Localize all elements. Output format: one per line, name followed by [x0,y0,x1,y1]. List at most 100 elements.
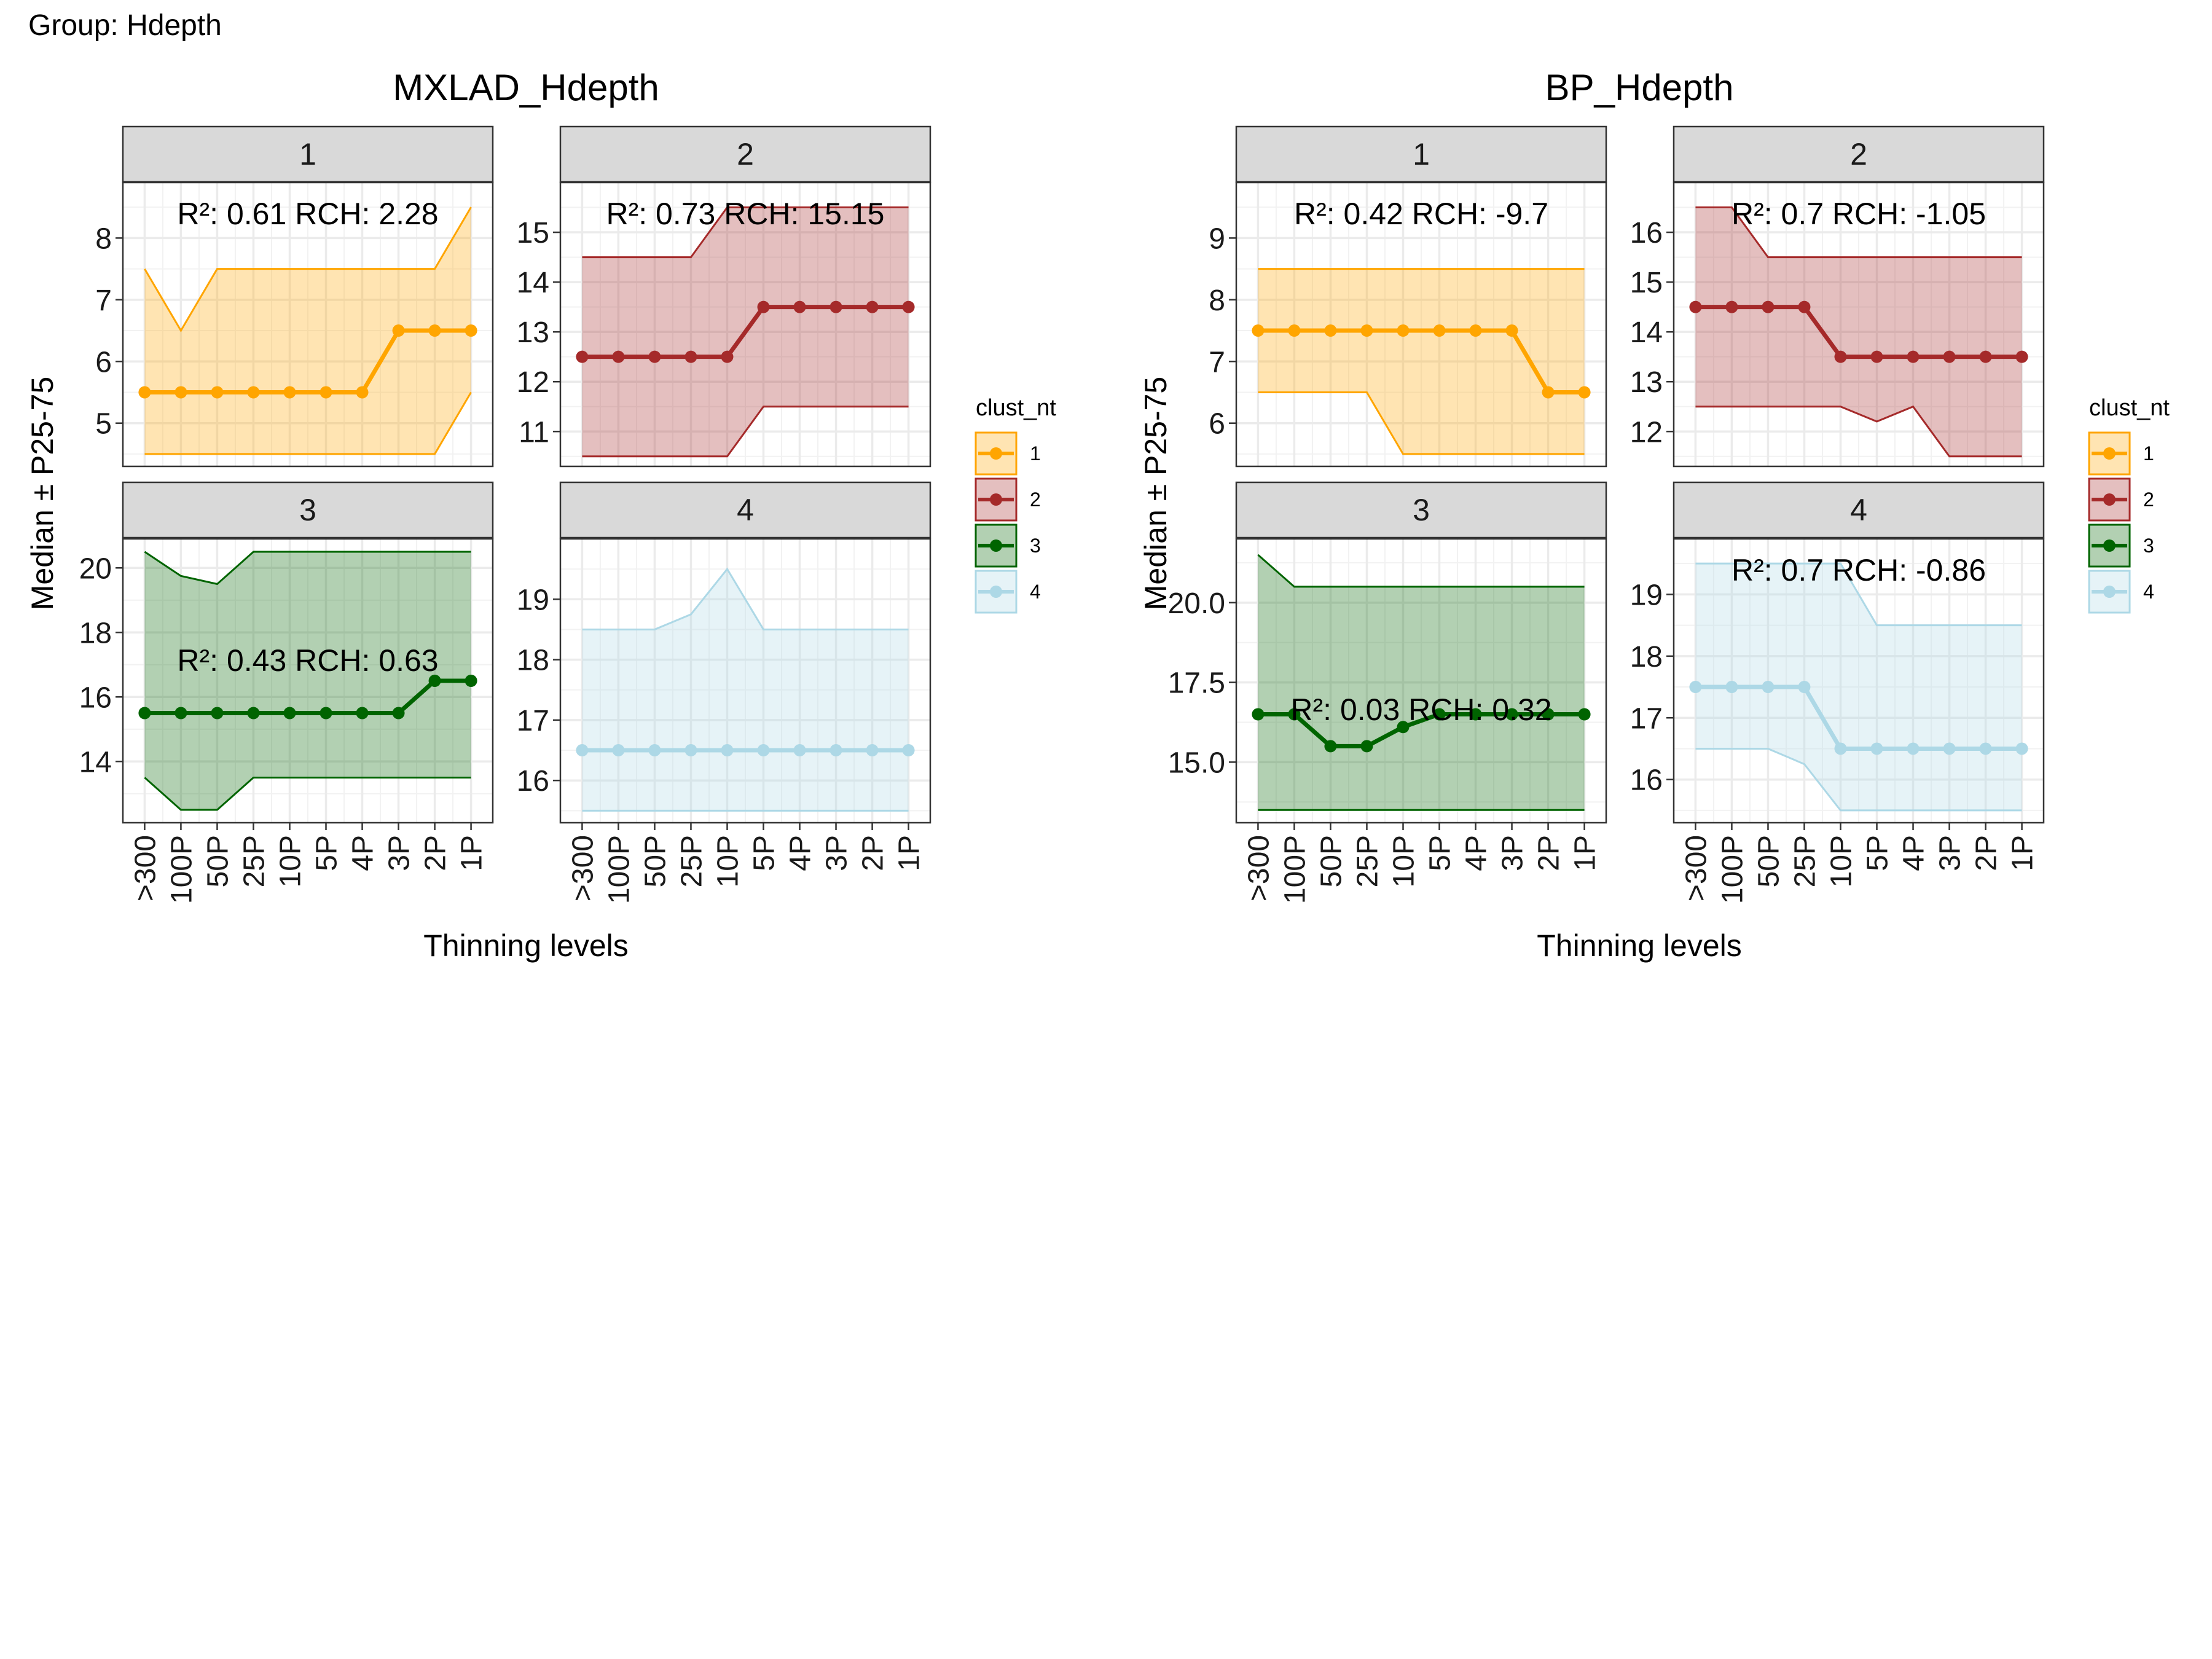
y-tick-label: 15 [1630,267,1663,299]
median-point [1324,740,1337,753]
p25-line [582,406,909,458]
median-point [1505,324,1518,337]
median-point [465,324,477,337]
x-tick-label: 5P [1424,835,1457,871]
median-line [1695,305,2022,359]
legend-key-point [990,539,1002,552]
chart-title: MXLAD_Hdepth [393,67,659,108]
p75-line [582,567,909,630]
p25-line [1695,747,2022,812]
panel-1: 1 R²: 0.61 RCH: 2.28 5 6 7 8 [95,125,494,468]
x-tick-label: 100P [1716,835,1749,904]
x-tick-label: 3P [821,835,853,871]
median-point [392,324,405,337]
median-point [138,707,151,720]
y-tick-label: 14 [517,267,549,299]
median-point [1542,708,1555,721]
x-tick-label: 100P [603,835,635,904]
panel-2: 2 R²: 0.73 RCH: 15.15 11 12 13 14 15 [517,125,931,468]
y-tick-label: 12 [1630,416,1663,449]
median-point [1870,742,1883,755]
median-point [1397,721,1410,734]
median-point [866,300,879,313]
median-point [648,744,661,757]
chart-1: MXLAD_Hdepth Median ± P25-75 Thinning leve… [25,67,1056,963]
legend-label: 3 [2143,535,2154,557]
panel-border [1673,538,2045,824]
median-point [1979,742,1992,755]
legend-label: 1 [1030,442,1041,465]
x-tick-label: 4P [347,835,380,871]
legend-key-point [2103,586,2116,598]
median-point [757,300,770,313]
median-point [1834,742,1847,755]
y-tick-label: 7 [95,284,112,317]
panel-border [559,538,931,824]
median-point [356,386,369,399]
strip-label: 1 [1413,137,1430,171]
median-point [1505,708,1518,721]
median-point [428,324,441,337]
x-tick-label: 25P [238,835,270,887]
x-tick-label: 3P [383,835,416,871]
strip-background [559,125,931,183]
median-point [866,744,879,757]
panel-4: 4 16 17 18 19 >300 100P 50P 25P 10P 5P 4P 3P 2P 1P [517,481,931,904]
median-point [465,675,477,687]
y-tick-label: 19 [1630,579,1663,611]
x-tick-label: 50P [1752,835,1785,887]
strip-label: 3 [299,493,316,527]
y-tick-label: 15.0 [1168,747,1225,779]
median-point [793,300,806,313]
x-tick-label: 2P [857,835,890,871]
x-axis-label: Thinning levels [1537,928,1742,963]
legend-label: 2 [2143,488,2154,511]
legend-key-point [2103,447,2116,460]
p25-line [144,391,472,455]
x-tick-label: 3P [1934,835,1967,871]
legend: clust_nt 1 2 3 4 [975,395,1056,614]
panel-3: 3 R²: 0.43 RCH: 0.63 14 16 18 20 >300 100P 50P 25… [79,481,494,904]
median-point [793,744,806,757]
y-tick-label: 8 [95,222,112,255]
median-point [902,744,915,757]
median-point [283,386,296,399]
strip-label: 3 [1413,493,1430,527]
y-tick-label: 19 [517,584,549,616]
x-tick-label: 50P [639,835,672,887]
strip-label: 4 [737,493,754,527]
y-tick-label: 11 [519,416,549,449]
x-tick-label: 10P [712,835,744,887]
median-point [356,707,369,720]
panel-2: 2 R²: 0.7 RCH: -1.05 12 13 14 15 16 [1630,125,2045,468]
median-point [830,300,842,313]
panel-border [1235,181,1607,468]
median-point [648,350,661,363]
median-point [247,386,260,399]
y-tick-label: 17 [517,705,549,737]
strip-background [1673,481,2045,539]
median-point [1252,324,1265,337]
median-point [392,707,405,720]
median-point [211,386,224,399]
median-line [144,328,471,394]
x-tick-label: 50P [202,835,234,887]
y-tick-label: 16 [1630,764,1663,797]
x-tick-label: 10P [274,835,307,887]
stat-annotation: R²: 0.42 RCH: -9.7 [1294,197,1548,231]
median-point [1689,300,1702,313]
median-point [1762,681,1775,694]
y-tick-label: 14 [79,746,112,779]
legend: clust_nt 1 2 3 4 [2088,395,2170,614]
median-point [721,744,734,757]
y-tick-label: 17 [1630,702,1663,735]
chart-title: BP_Hdepth [1545,67,1734,108]
y-tick-label: 12 [517,366,549,399]
median-point [1762,300,1775,313]
median-point [1397,324,1410,337]
median-point [1798,300,1811,313]
x-tick-label: 5P [311,835,343,871]
y-tick-label: 16 [1630,217,1663,249]
strip-label: 2 [737,137,754,171]
